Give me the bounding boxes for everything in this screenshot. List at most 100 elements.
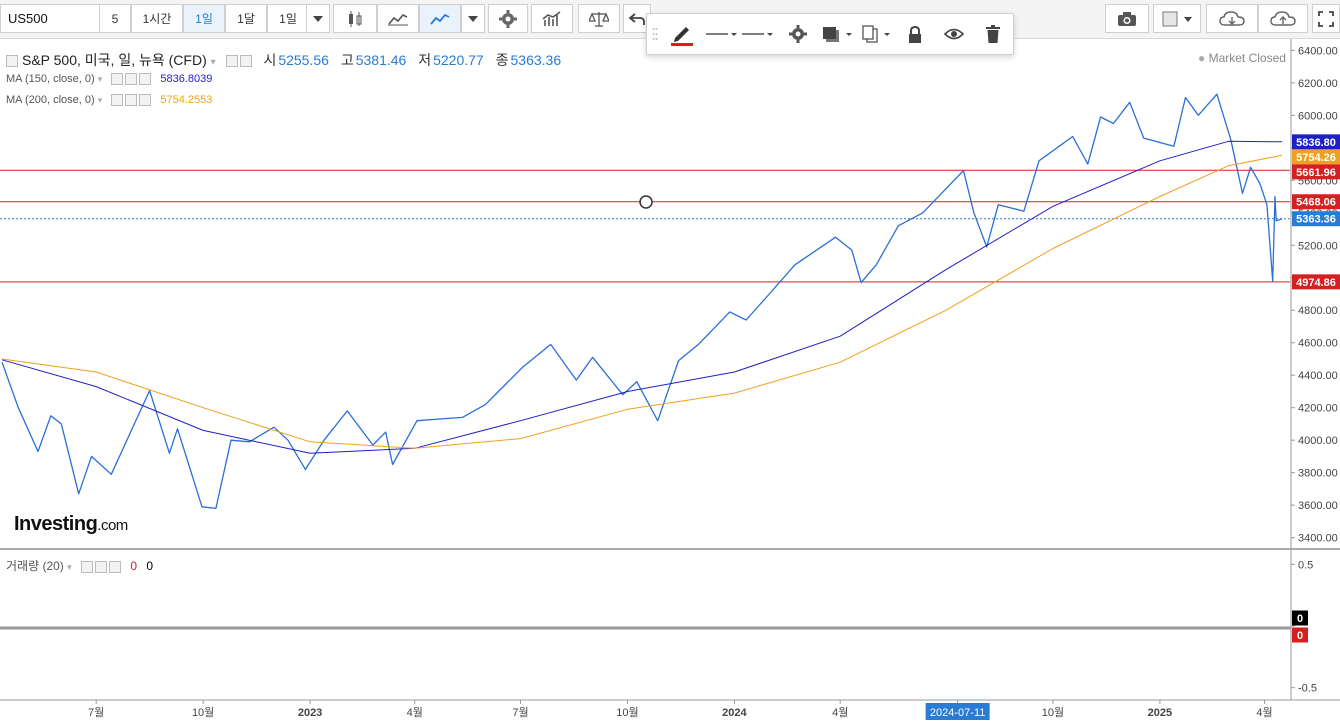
collapse-button[interactable] (6, 55, 18, 68)
line-width-button[interactable] (739, 20, 775, 48)
open-value: 5255.56 (278, 52, 329, 68)
y-tick-label: 5200.00 (1298, 240, 1338, 252)
line-color-button[interactable] (665, 20, 699, 48)
ma200-legend: MA (200, close, 0) ▾ 5754.2553 (6, 94, 213, 107)
clone-button[interactable] (859, 20, 895, 48)
price-label-text: 5661.96 (1296, 167, 1336, 179)
x-tick-label: 4월 (407, 706, 423, 719)
x-tick-label: 7월 (88, 706, 104, 719)
price-label-text: 5468.06 (1296, 197, 1336, 209)
ma150-label: MA (150, close, 0) (6, 73, 95, 85)
fill-icon (823, 27, 852, 42)
undo-icon (629, 12, 645, 25)
line-style-button[interactable] (703, 20, 739, 48)
line-drag-handle[interactable] (639, 195, 653, 209)
range-dropdown-button[interactable] (306, 4, 330, 33)
price-label-badge (1292, 211, 1340, 227)
volume-buttons[interactable] (81, 560, 122, 573)
ma150-value: 5836.8039 (160, 73, 213, 85)
price-label-badge (1292, 164, 1340, 180)
cloud-download-button[interactable] (1206, 4, 1258, 33)
interval-button[interactable]: 5 (99, 4, 131, 33)
lock-icon (909, 25, 921, 43)
price-label-badge (1292, 194, 1340, 210)
visibility-button[interactable] (941, 20, 967, 48)
settings-button[interactable] (488, 4, 528, 33)
chart-type-dropdown[interactable] (461, 4, 485, 33)
price-label-badge (1292, 134, 1340, 150)
line-chart-button[interactable] (377, 4, 419, 33)
volume-label-text: 0 (1297, 613, 1303, 625)
volume-value-red: 0 (130, 559, 138, 573)
volume-label-badge (1292, 610, 1308, 626)
chevron-down-icon[interactable]: ▾ (97, 95, 103, 105)
ma200-value: 5754.2553 (160, 94, 213, 106)
lock-button[interactable] (903, 20, 927, 48)
y-tick-label: 3800.00 (1298, 468, 1338, 480)
grip-icon (652, 28, 658, 40)
investing-logo: Investing.com (14, 513, 128, 536)
fill-button[interactable] (819, 20, 857, 48)
drawing-toolbar (646, 13, 1014, 55)
tab-1hour[interactable]: 1시간 (131, 4, 183, 33)
ma150-buttons[interactable] (111, 73, 152, 86)
y-tick-label: 4200.00 (1298, 403, 1338, 415)
crosshair-date-badge (925, 703, 990, 720)
line-style-icon (706, 33, 737, 36)
y-tick-label: 3400.00 (1298, 533, 1338, 545)
area-chart-button[interactable] (419, 4, 461, 33)
candle-chart-button[interactable] (333, 4, 377, 33)
trash-icon (986, 25, 1000, 43)
pencil-icon (671, 27, 693, 46)
range-button[interactable]: 1일 (267, 4, 309, 33)
y-tick-label: 4400.00 (1298, 370, 1338, 382)
symbol-input[interactable]: US500 (0, 4, 100, 33)
x-tick-label: 10월 (1042, 706, 1064, 719)
logo-text: Investing (14, 513, 98, 535)
drag-grip[interactable] (649, 20, 661, 48)
volume-tick-label: -0.5 (1298, 683, 1317, 695)
low-label: 저 (418, 52, 432, 68)
y-tick-label: 4800.00 (1298, 305, 1338, 317)
cloud-download-icon (1219, 10, 1245, 26)
price-label-badge (1292, 149, 1340, 165)
ma200-buttons[interactable] (111, 94, 152, 107)
x-tick-label: 10월 (616, 706, 638, 719)
market-status-text: Market Closed (1208, 51, 1286, 65)
tab-1day[interactable]: 1일 (183, 4, 225, 33)
delete-button[interactable] (981, 20, 1005, 48)
drawing-settings-button[interactable] (783, 20, 813, 48)
copy-icon (862, 25, 890, 43)
price-label-text: 5836.80 (1296, 137, 1336, 149)
volume-label-badge (1292, 627, 1308, 643)
chevron-down-icon[interactable]: ▾ (210, 57, 216, 68)
open-label: 시 (263, 52, 277, 68)
screenshot-button[interactable] (1105, 4, 1149, 33)
ma200-label: MA (200, close, 0) (6, 94, 95, 106)
x-tick-label: 4월 (832, 706, 848, 719)
color-box-icon (1162, 11, 1192, 26)
chevron-down-icon[interactable]: ▾ (67, 562, 72, 572)
candle-icon (349, 10, 362, 27)
fullscreen-button[interactable] (1312, 4, 1340, 33)
y-tick-label: 4600.00 (1298, 338, 1338, 350)
compare-icon (589, 11, 609, 27)
chevron-down-icon (468, 15, 478, 22)
ma150-line (1, 140, 1283, 454)
cloud-upload-button[interactable] (1258, 4, 1308, 33)
y-tick-label: 6400.00 (1298, 45, 1338, 57)
line-width-icon (742, 33, 773, 36)
color-picker-button[interactable] (1153, 4, 1201, 33)
volume-tick-label: 0.5 (1298, 559, 1313, 571)
indicators-button[interactable] (531, 4, 573, 33)
compare-button[interactable] (578, 4, 620, 33)
price-line (1, 93, 1283, 510)
tab-1month[interactable]: 1달 (225, 4, 267, 33)
legend-buttons[interactable] (225, 55, 252, 68)
chevron-down-icon[interactable]: ▾ (97, 74, 103, 84)
ma150-legend: MA (150, close, 0) ▾ 5836.8039 (6, 73, 213, 86)
y-tick-label: 3600.00 (1298, 500, 1338, 512)
camera-icon (1118, 11, 1136, 26)
close-value: 5363.36 (510, 52, 562, 68)
